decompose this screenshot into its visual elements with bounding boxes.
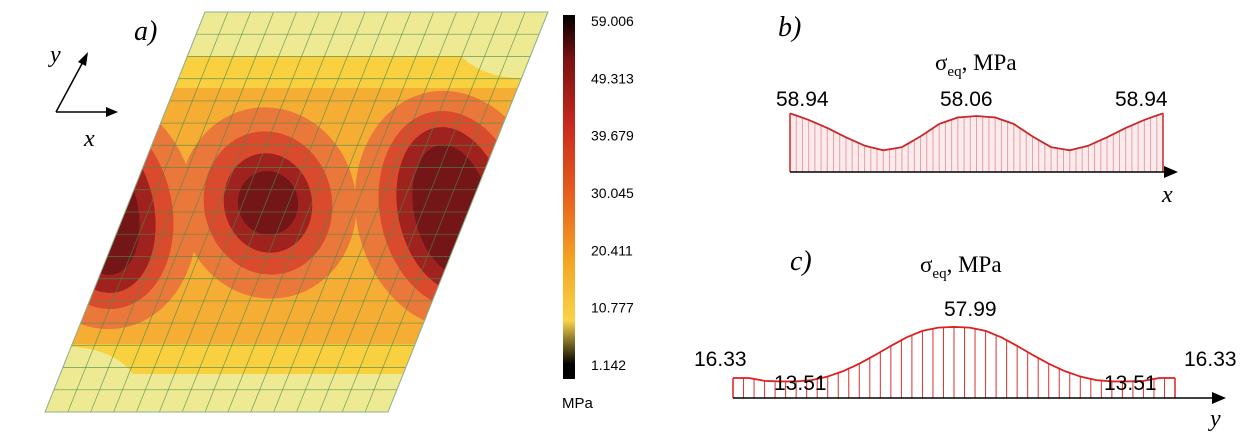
panel-b: b) σeq, MPa x 58.94 58.06 58.94 (776, 12, 1178, 208)
plate-outline (44, 11, 549, 413)
panel-c-axis-label: y (1208, 406, 1221, 432)
coordinate-axes-icon (55, 52, 118, 117)
panel-b-value-right: 58.94 (1115, 88, 1168, 111)
colorbar-tick-label: 1.142 (591, 357, 626, 373)
panel-b-value-left: 58.94 (776, 88, 829, 111)
panel-c-title-symbol: σ (920, 252, 933, 277)
colorbar-tick-label: 30.045 (591, 185, 634, 201)
stress-contour-plate (45, 12, 548, 412)
panel-b-title-subscript: eq (947, 64, 962, 80)
corner-patch-bottom-left (45, 347, 140, 412)
panel-b-profile (789, 112, 1164, 172)
panel-c-profile (732, 326, 1176, 398)
corner-patch-top-right (450, 12, 548, 78)
colorbar-unit: MPa (562, 395, 594, 412)
panel-c-axis-arrow (1212, 392, 1226, 404)
panel-c-value-left: 16.33 (694, 348, 747, 371)
panel-c-value-right-inner: 13.51 (1104, 372, 1157, 395)
profile-curve (789, 112, 1164, 152)
panel-c-value-center: 57.99 (944, 298, 997, 321)
panel-b-label: b) (778, 12, 801, 43)
panel-c: c) σeq, MPa y 16.33 13.51 57.99 13.51 16… (694, 246, 1237, 432)
panel-c-title: σeq, MPa (920, 252, 1002, 282)
colorbar-tick-label: 59.006 (591, 13, 634, 29)
panel-c-title-unit: , MPa (947, 252, 1002, 277)
profile-curve (733, 326, 1175, 383)
panel-c-label: c) (790, 246, 812, 277)
axis-y-label: y (48, 42, 61, 68)
panel-b-axis-label: x (1161, 182, 1173, 208)
panel-b-title: σeq, MPa (935, 50, 1017, 80)
panel-b-title-symbol: σ (935, 50, 948, 75)
panel-b-value-center: 58.06 (940, 88, 993, 111)
panel-c-value-right: 16.33 (1184, 348, 1237, 371)
colorbar-tick-labels: 59.006 49.313 39.679 30.045 20.411 10.777 1.14… (591, 13, 634, 373)
colorbar (563, 15, 575, 379)
panel-c-title-subscript: eq (932, 266, 947, 282)
axis-x-label: x (83, 126, 95, 152)
colorbar-tick-label: 10.777 (591, 300, 634, 316)
colorbar-tick-label: 49.313 (591, 70, 634, 86)
panel-b-title-unit: , MPa (962, 50, 1017, 75)
colorbar-tick-label: 39.679 (591, 128, 634, 144)
panel-c-value-left-inner: 13.51 (774, 372, 827, 395)
panel-b-axis-arrow (1164, 166, 1178, 178)
panel-a-label: a) (134, 16, 157, 47)
colorbar-tick-label: 20.411 (591, 242, 633, 258)
panel-a: a) y x 59.006 49.313 39.679 30.045 20.411 10.… (44, 11, 634, 413)
